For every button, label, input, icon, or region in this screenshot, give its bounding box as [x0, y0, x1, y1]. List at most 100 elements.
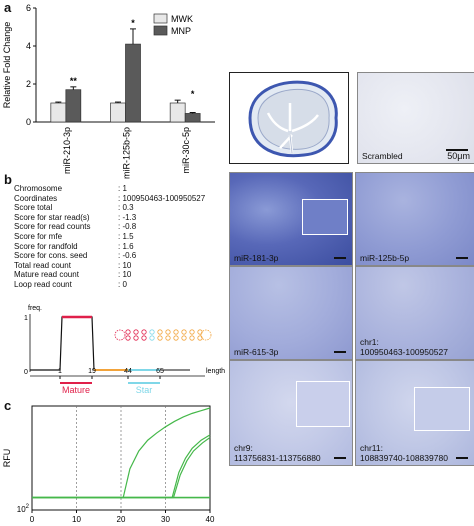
profile-line: [30, 316, 95, 371]
table-row-label: Score for cons. seed: [14, 251, 88, 261]
bar-mnp: [125, 43, 141, 123]
hairpin-base: [141, 329, 147, 335]
y-tick-label: 2: [26, 79, 31, 89]
scale-bar: [334, 457, 346, 459]
table-row-label: Loop read count: [14, 280, 72, 289]
scale-bar-label: 50μm: [447, 151, 470, 161]
legend-label-mwk: MWK: [171, 14, 193, 24]
legend-swatch-mnp: [153, 25, 168, 36]
table-row-value: : 10: [118, 260, 132, 270]
micrograph-mir-125b: miR-125b-5p: [355, 172, 474, 266]
x-tick-label: miR-30c-5p: [181, 127, 191, 174]
hairpin-base: [181, 335, 187, 341]
hairpin-base: [165, 335, 171, 341]
length-tick-label: 44: [124, 368, 132, 375]
micrograph-chr1: chr1: 100950463-100950527: [355, 266, 474, 360]
hairpin-base: [181, 329, 187, 335]
hairpin-base: [125, 329, 131, 335]
freq-one: 1: [24, 315, 28, 322]
hairpin-bulge: [114, 329, 126, 341]
inset-box: [296, 381, 350, 427]
micrograph-chr11: chr11: 108839740-108839780: [355, 360, 474, 466]
inset-box: [302, 199, 348, 235]
scale-bar: [334, 257, 346, 259]
hairpin-base: [133, 335, 139, 341]
table-row-label: Score total: [14, 203, 53, 213]
table-row-value: : 1.6: [118, 241, 134, 251]
hairpin-base: [133, 329, 139, 335]
hairpin-base: [189, 329, 195, 335]
label-chr11: chr11: 108839740-108839780: [360, 443, 448, 463]
mature-label: Mature: [62, 385, 90, 395]
x-tick-label: 40: [206, 515, 215, 524]
amplification-curve: [32, 437, 211, 499]
table-row-value: : 0.3: [118, 203, 134, 213]
micrograph-mir-615: miR-615-3p: [229, 266, 353, 360]
table-row-label: Total read count: [14, 260, 71, 270]
table-row-label: Score for star read(s): [14, 212, 90, 222]
x-tick-label: 20: [117, 515, 126, 524]
y-tick-exponent: 2: [26, 504, 30, 510]
x-tick-label: miR-125b-5p: [122, 127, 132, 179]
table-row-label: Chromosome: [14, 184, 63, 193]
table-row-value: : -0.6: [118, 251, 137, 261]
scale-bar-line: [446, 149, 468, 151]
freq-zero: 0: [24, 369, 28, 376]
hairpin-base: [149, 329, 155, 335]
hairpin-base: [173, 335, 179, 341]
legend-swatch-mwk: [153, 13, 168, 24]
table-row-value: : 1: [118, 184, 127, 193]
panel-label-a: a: [4, 0, 12, 15]
table-row-label: Coordinates: [14, 193, 58, 203]
length-tick-label: 19: [88, 368, 96, 375]
y-tick-label: 4: [26, 41, 31, 51]
amplification-curve: [32, 407, 211, 499]
micrograph-mir-181: miR-181-3p: [229, 172, 353, 266]
hairpin-base: [157, 335, 163, 341]
table-row-value: : 0: [118, 280, 127, 289]
kidney-schematic: [229, 72, 349, 164]
y-tick-label: 0: [26, 117, 31, 127]
bar-mnp: [65, 89, 82, 123]
hairpin-base: [173, 329, 179, 335]
hairpin-base: [165, 329, 171, 335]
hairpin-base: [125, 335, 131, 341]
inset-box: [414, 387, 470, 431]
table-row-label: Score for mfe: [14, 232, 63, 241]
label-mir-181: miR-181-3p: [234, 253, 279, 263]
label-mir-125b: miR-125b-5p: [360, 253, 410, 263]
length-tick-label: 1: [58, 368, 62, 375]
panel-label-c: c: [4, 398, 12, 413]
bar-chart-relative-fold-change: 0 2 4 6 Relative Fold Change ** miR-210-3p * miR…: [2, 3, 215, 179]
y-axis-label: RFU: [2, 449, 12, 468]
table-row-value: : 1.5: [118, 232, 134, 241]
qpcr-amplification-chart: 0 10 20 30 40 RFU 102: [2, 405, 215, 524]
significance-mark: **: [70, 76, 78, 86]
significance-mark: *: [191, 89, 195, 99]
bar-mwk: [110, 102, 126, 123]
table-row-value: : -0.8: [118, 222, 137, 232]
x-tick-label: 30: [161, 515, 170, 524]
hairpin-loop: [200, 329, 212, 341]
bar-mnp: [184, 113, 201, 123]
hairpin-base: [157, 329, 163, 335]
table-row-label: Score for randfold: [14, 241, 78, 251]
length-tick-label: 65: [156, 368, 164, 375]
scale-bar: [456, 457, 468, 459]
y-tick-label: 102: [17, 504, 30, 514]
label-scrambled: Scrambled: [362, 151, 403, 161]
table-row-value: : -1.3: [118, 212, 137, 222]
x-tick-label: miR-210-3p: [62, 127, 72, 174]
length-label: length: [206, 368, 225, 375]
y-axis-label: Relative Fold Change: [2, 22, 12, 109]
y-tick-label: 6: [26, 3, 31, 13]
hairpin-base: [141, 335, 147, 341]
label-chr9: chr9: 113756831-113756880: [234, 443, 321, 463]
micrograph-scrambled: Scrambled 50μm: [357, 72, 474, 164]
significance-mark: *: [131, 18, 135, 28]
legend-label-mnp: MNP: [171, 26, 191, 36]
table-row-value: : 100950463-100950527: [118, 193, 206, 203]
bar-mwk: [169, 102, 186, 123]
label-mir-615: miR-615-3p: [234, 347, 279, 357]
